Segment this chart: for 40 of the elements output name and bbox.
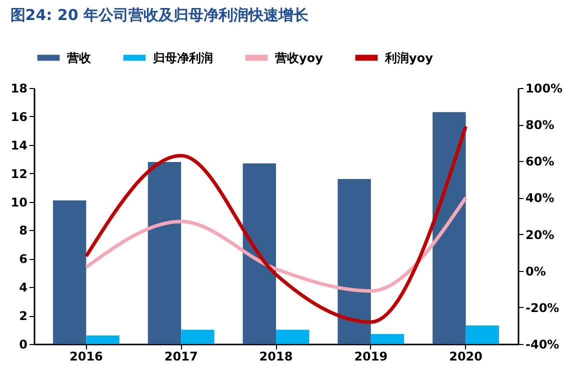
- y-tick-label: 10: [10, 195, 28, 210]
- x-tick-label: 2018: [259, 350, 293, 364]
- bar: [432, 112, 466, 344]
- y-tick-label: 18: [10, 82, 28, 96]
- legend-label: 营收yoy: [274, 50, 324, 65]
- x-tick-label: 2017: [164, 350, 198, 364]
- y-tick-label: 4: [19, 280, 28, 295]
- y2-tick-label: 80%: [526, 118, 554, 132]
- y2-tick-label: 60%: [526, 154, 554, 169]
- legend-label: 利润yoy: [384, 50, 434, 65]
- y2-tick-label: -20%: [526, 300, 560, 315]
- y-tick-label: 2: [19, 309, 28, 324]
- line-series: [84, 124, 468, 324]
- bar: [466, 326, 500, 344]
- legend-label: 营收: [66, 50, 92, 65]
- y2-tick-label: 100%: [526, 82, 563, 96]
- y2-tick-label: -40%: [526, 338, 560, 352]
- bar: [148, 162, 182, 344]
- y2-tick-label: 0%: [526, 264, 546, 278]
- y2-tick-label: 20%: [526, 228, 554, 242]
- x-tick-label: 2019: [354, 350, 388, 364]
- bar: [338, 179, 371, 344]
- y-tick-label: 8: [19, 224, 28, 238]
- bar: [52, 200, 86, 344]
- y2-tick-label: 40%: [526, 191, 554, 206]
- bar: [276, 330, 310, 344]
- bar: [86, 335, 120, 344]
- y-tick-label: 6: [19, 252, 28, 266]
- x-tick-label: 2020: [449, 350, 483, 364]
- legend-label: 归母净利润: [152, 50, 213, 65]
- y-tick-label: 14: [10, 138, 28, 152]
- line-series: [84, 196, 468, 293]
- bar: [242, 163, 276, 344]
- x-tick-label: 2016: [69, 350, 103, 364]
- y-tick-label: 16: [10, 110, 28, 124]
- y-tick-label: 0: [19, 338, 28, 352]
- y-tick-label: 12: [10, 166, 28, 181]
- bar: [181, 330, 214, 344]
- chart-title: 图24: 20 年公司营收及归母净利润快速增长: [10, 6, 310, 24]
- bar: [370, 334, 404, 344]
